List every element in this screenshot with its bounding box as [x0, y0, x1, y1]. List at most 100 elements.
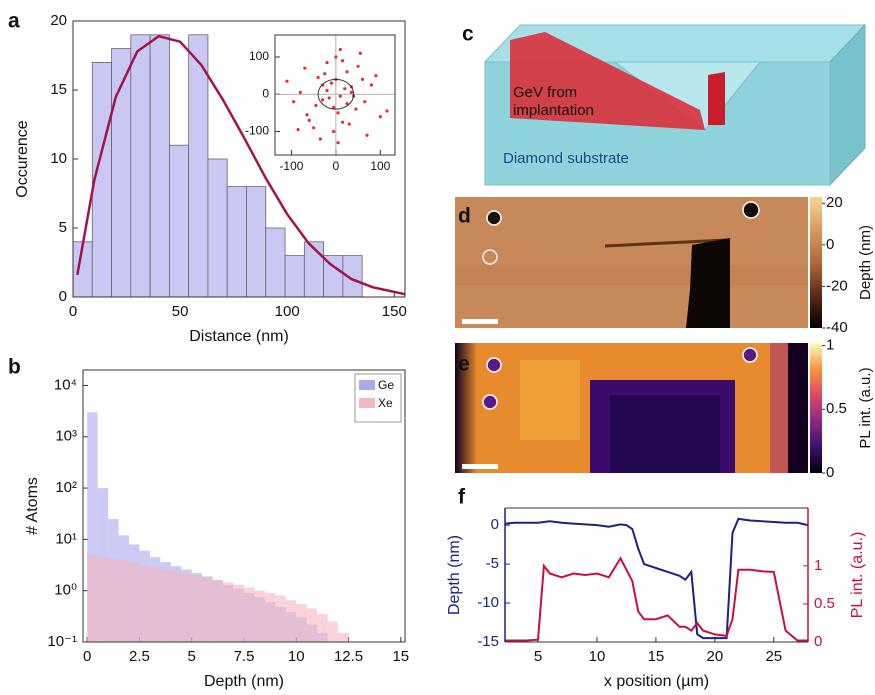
bar: [149, 566, 161, 642]
y-tick-label: 10¹: [55, 530, 77, 547]
histogram-bar: [265, 227, 286, 298]
colorbar-tick-label: -20: [826, 277, 848, 294]
scatter-point: [292, 100, 296, 104]
implant-label: implantation: [513, 102, 594, 119]
scatter-point: [329, 81, 334, 85]
scatter-point: [298, 90, 302, 94]
bar: [338, 632, 349, 642]
scatter-point: [307, 118, 311, 122]
scatter-point: [338, 94, 342, 98]
histogram-bar: [226, 186, 247, 298]
x-tick-label: 100: [370, 159, 390, 173]
inset-background: [275, 35, 395, 155]
colorbar-tick-label: 1: [826, 337, 834, 354]
x-tick-label: 50: [172, 303, 189, 320]
scatter-point: [340, 59, 345, 63]
marker: [486, 357, 502, 373]
colorbar-tick-label: 20: [826, 194, 843, 211]
line-series: [504, 517, 809, 640]
marker: [742, 201, 760, 219]
x-tick-label: 100: [275, 303, 300, 320]
y-tick-label: -5: [486, 555, 499, 572]
x-tick-label: 150: [382, 303, 407, 320]
scatter-point: [340, 120, 345, 124]
diagram: GeV from implantation Diamond substrate: [483, 23, 867, 187]
y-tick-label: 0: [491, 516, 499, 533]
scatter-point: [305, 113, 309, 117]
x-axis-label: x position (µm): [604, 673, 709, 690]
y-tick-label: 100: [249, 49, 269, 63]
y2-axis-label: PL int. (a.u.): [849, 532, 866, 619]
bar: [97, 556, 109, 642]
legend-label: Xe: [378, 396, 393, 410]
scatter-point: [323, 72, 327, 76]
y-axis-label: Depth (nm): [446, 535, 463, 615]
colorbar-tick-label: 0.5: [826, 400, 847, 417]
scale-bar: [462, 319, 498, 324]
scatter-point: [360, 77, 365, 81]
reference-circle: [317, 78, 355, 110]
bar: [191, 575, 203, 642]
scatter-point: [336, 111, 340, 115]
colorbar-label: Depth (nm): [857, 225, 874, 300]
y-tick-label: 20: [50, 12, 67, 29]
bar: [87, 554, 98, 642]
plot-frame: [72, 20, 406, 298]
marker: [482, 249, 498, 265]
y-tick-label: 10: [50, 150, 67, 167]
bar: [285, 600, 297, 642]
scatter-point: [356, 64, 360, 68]
map-dark: [610, 395, 720, 473]
y-tick-label: -100: [245, 124, 269, 138]
scatter-point: [303, 66, 307, 70]
x-tick-label: 12.5: [334, 648, 363, 665]
scatter-point: [345, 70, 349, 74]
panel-label: f: [458, 486, 466, 509]
scatter-point: [320, 98, 325, 102]
plot-frame: [274, 34, 396, 156]
y-tick-label: 0: [59, 288, 67, 305]
fit-curve: [76, 34, 406, 296]
y-tick-label: 10⁻¹: [47, 633, 77, 650]
x-tick-label: 0: [333, 159, 340, 173]
bar: [139, 564, 150, 642]
panel-label: d: [458, 205, 471, 228]
scatter-point: [318, 137, 322, 141]
x-tick-label: 15: [392, 648, 409, 665]
x-tick-label: 0: [83, 648, 91, 665]
bar: [244, 587, 255, 642]
scatter-point: [325, 60, 329, 65]
x-axis-label: Depth (nm): [204, 673, 284, 690]
y-tick-label: -15: [477, 633, 499, 650]
y-tick-label: 10²: [55, 479, 77, 496]
scatter-point: [334, 55, 338, 59]
scatter-point: [336, 141, 340, 145]
y-tick-label: 15: [50, 81, 67, 98]
y-axis-label: # Atoms: [24, 477, 41, 535]
scatter-point: [332, 105, 336, 109]
scatter-point: [378, 115, 382, 119]
y-tick-label: 5: [59, 219, 67, 236]
scatter-point: [338, 47, 342, 52]
bar: [160, 569, 171, 642]
histogram-bar: [149, 34, 170, 298]
scatter-point: [332, 129, 336, 134]
panel-label: c: [462, 23, 474, 46]
bar: [108, 558, 119, 642]
bar: [327, 621, 339, 642]
legend-swatch: [359, 380, 375, 390]
bar: [170, 571, 182, 642]
bar: [87, 412, 98, 642]
implant-side: [708, 72, 725, 125]
marker: [482, 394, 498, 410]
map-edge-right: [770, 343, 788, 473]
map-background: [455, 197, 808, 328]
x-tick-label: 0: [69, 303, 77, 320]
scatter-point: [365, 133, 369, 137]
map-edge: [604, 238, 727, 248]
scatter-point: [325, 88, 329, 93]
scatter-point: [345, 101, 349, 106]
x-tick-label: 25: [765, 648, 782, 665]
scatter-point: [296, 128, 300, 132]
scatter-point: [327, 96, 331, 100]
